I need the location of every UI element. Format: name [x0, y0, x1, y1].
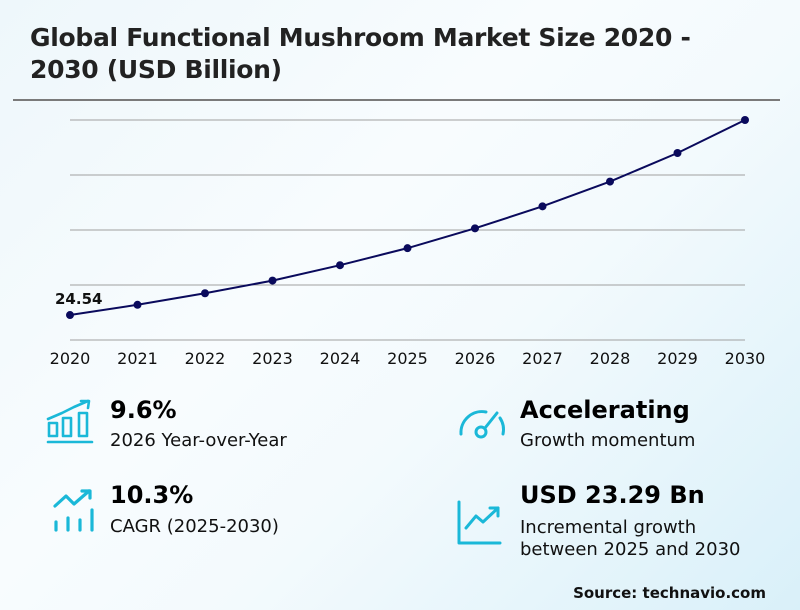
x-tick-label: 2020 [50, 349, 91, 368]
data-point [471, 224, 479, 233]
title-line-2: 2030 (USD Billion) [30, 55, 282, 84]
kpi-label: CAGR (2025-2030) [110, 516, 279, 537]
kpi-value: 10.3% [110, 481, 194, 509]
title-divider [13, 99, 780, 101]
kpi-label: 2026 Year-over-Year [110, 430, 287, 451]
kpi-label: Incremental growth [520, 517, 697, 538]
data-point [403, 244, 412, 253]
series-line [69, 119, 746, 317]
x-tick-label: 2028 [590, 349, 631, 368]
data-point [336, 261, 344, 270]
kpi-label: Growth momentum [520, 430, 696, 451]
bar-chart-growth-icon [46, 399, 94, 444]
kpi-value: USD 23.29 Bn [520, 481, 705, 509]
kpi-value: 9.6% [110, 396, 177, 424]
x-tick-label: 2023 [252, 349, 293, 368]
data-point [268, 276, 277, 285]
kpi-label: between 2025 and 2030 [520, 539, 741, 560]
data-point [673, 149, 682, 157]
source-credit: Source: technavio.com [573, 584, 766, 602]
x-tick-label: 2022 [185, 349, 226, 368]
x-tick-label: 2026 [455, 349, 496, 368]
data-point [133, 300, 142, 309]
data-point [538, 202, 547, 211]
speedometer-icon [459, 410, 505, 439]
x-tick-label: 2024 [320, 349, 361, 368]
kpi-value: Accelerating [520, 396, 690, 424]
data-point [606, 177, 614, 186]
x-tick-label: 2030 [725, 349, 766, 368]
data-point [741, 116, 749, 124]
x-tick-label: 2029 [657, 349, 698, 368]
line-chart-up-icon [457, 500, 502, 545]
data-label: 24.54 [55, 290, 102, 308]
x-tick-label: 2021 [117, 349, 158, 368]
trend-bars-icon [53, 489, 94, 532]
title-line-1: Global Functional Mushroom Market Size 2… [30, 23, 691, 52]
x-tick-label: 2025 [387, 349, 428, 368]
data-point [201, 289, 209, 298]
x-tick-label: 2027 [522, 349, 563, 368]
line-chart: 2020 2021 2022 2023 2024 2025 2026 2027 2028 2029… [50, 116, 766, 368]
chart-title: Global Functional Mushroom Market Size 2… [30, 22, 790, 86]
data-point [66, 311, 74, 320]
